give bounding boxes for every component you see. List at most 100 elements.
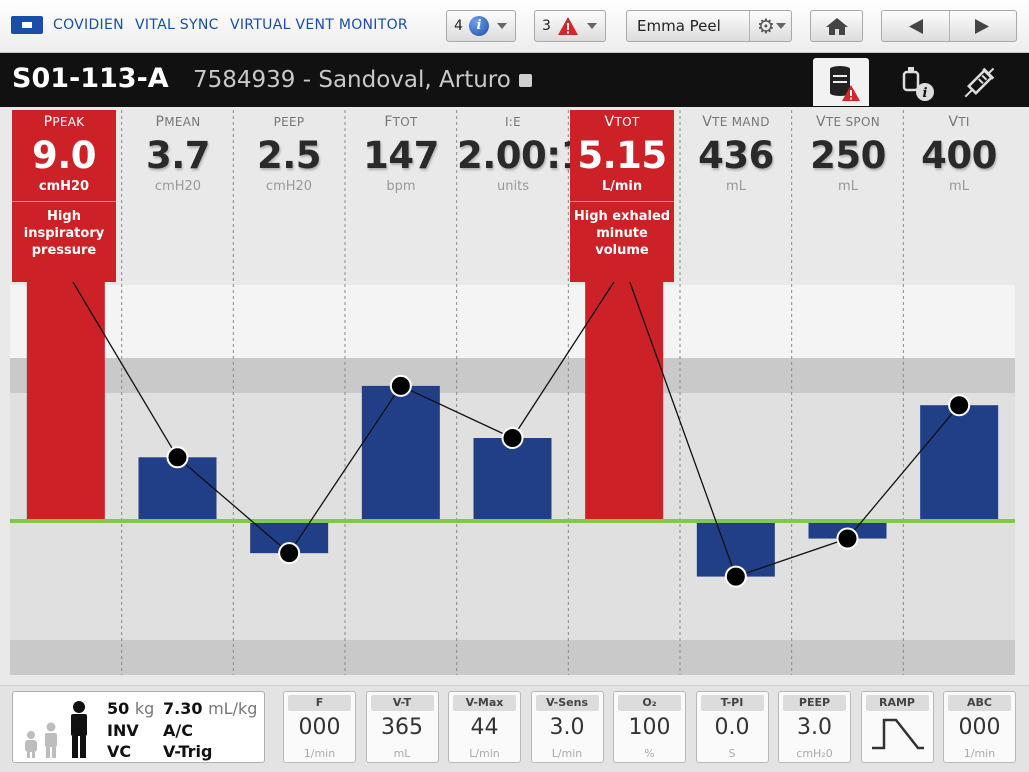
info-notifications-button[interactable]: 4 i — [446, 10, 516, 42]
bar-vtot — [585, 266, 664, 521]
param-ppeak[interactable]: PPEAK 9.0 cmH20 High inspiratory pressure — [12, 110, 116, 282]
patient-name: 7584939 - Sandoval, Arturo — [193, 67, 511, 93]
param-unit: cmH20 — [265, 179, 313, 194]
param-label: PEEP — [273, 115, 305, 129]
covidien-logo-icon — [11, 16, 43, 34]
param-value: 2.00:1 — [457, 134, 586, 177]
param-label: PPEAK — [43, 114, 85, 130]
setting-value: 365 — [381, 715, 423, 740]
param-unit: bpm — [386, 179, 416, 194]
top-bar: COVIDIEN VITAL SYNC VIRTUAL VENT MONITOR… — [0, 0, 1029, 53]
point-i-e — [501, 427, 524, 450]
info-count: 4 — [454, 18, 463, 34]
param-vtot[interactable]: VTOT 5.15 L/min High exhaled minute volume — [570, 110, 674, 282]
param-value: 250 — [810, 134, 886, 177]
user-menu-button[interactable]: Emma Peel ⚙ — [626, 10, 792, 42]
home-button[interactable] — [810, 10, 863, 42]
point-vte-mand — [724, 565, 747, 588]
limit-band-lower — [10, 640, 1015, 675]
chart-upper-area — [10, 285, 1015, 358]
device-info-icon: i — [902, 67, 934, 101]
chevron-down-icon — [776, 23, 786, 29]
setting-label: V-T — [370, 695, 434, 711]
setting-label: PEEP — [783, 695, 846, 711]
ventilator-alarm-tab[interactable] — [813, 58, 869, 106]
setting-value: 3.0 — [549, 715, 585, 740]
info-icon: i — [469, 16, 489, 36]
point-pmean — [166, 446, 189, 469]
setting-label: F — [288, 695, 351, 711]
vt-per-kg-value: 7.30 — [163, 699, 203, 718]
setting-unit: L/min — [551, 747, 583, 760]
medication-tab[interactable] — [950, 58, 1006, 106]
weight-unit: kg — [134, 699, 155, 718]
bed-id: S01-113-A — [12, 63, 169, 94]
svg-text:i: i — [923, 86, 928, 101]
alarm-notifications-button[interactable]: 3 — [534, 10, 606, 42]
param-unit: mL — [838, 179, 858, 194]
param-unit: units — [497, 179, 529, 194]
param-i-e[interactable]: I:E 2.00:1 units — [457, 110, 586, 282]
mode-inv: INV — [107, 721, 139, 740]
param-label: I:E — [504, 115, 522, 129]
gear-icon: ⚙ — [757, 14, 775, 38]
param-vte-spon[interactable]: VTE SPON 250 mL — [792, 110, 904, 282]
param-vti[interactable]: VTI 400 mL — [903, 110, 1015, 282]
patient-type-icon — [25, 701, 87, 758]
alarm-message: High inspiratory pressure — [12, 201, 116, 259]
param-label: FTOT — [384, 114, 418, 130]
setting-value: 100 — [628, 715, 671, 740]
point-vti — [948, 394, 971, 417]
ventilator-icon — [830, 66, 860, 101]
setting-label: ABC — [948, 695, 1011, 711]
mode-ac: A/C — [163, 721, 193, 740]
param-value: 2.5 — [256, 134, 322, 177]
setting-value: 3.0 — [797, 715, 832, 740]
bar-vti — [920, 405, 999, 521]
param-value: 9.0 — [31, 134, 97, 177]
setting-label: V-Sens — [535, 695, 599, 711]
setting-unit: % — [644, 747, 655, 760]
param-pmean[interactable]: PMEAN 3.7 cmH20 — [122, 110, 234, 282]
bar-ftot — [361, 385, 440, 521]
setting-unit: 1/min — [303, 747, 336, 760]
chevron-down-icon — [587, 23, 597, 29]
setting-abc[interactable]: ABC 000 1/min — [943, 691, 1016, 763]
param-label: VTI — [948, 114, 970, 130]
point-ftot — [389, 374, 412, 397]
forward-icon[interactable] — [974, 18, 990, 35]
param-label: PMEAN — [155, 114, 201, 130]
mode-vc: VC — [107, 742, 132, 761]
back-icon[interactable] — [908, 18, 924, 35]
setting-f[interactable]: F 000 1/min — [283, 691, 356, 763]
setting-v-t[interactable]: V-T 365 mL — [365, 691, 439, 763]
param-vte-mand[interactable]: VTE MAND 436 mL — [680, 110, 792, 282]
patient-settings-box[interactable]: 50 kg 7.30 mL/kg INV A/C VC V-Trig — [12, 691, 265, 763]
setting-unit: mL — [393, 747, 411, 760]
bar-i-e — [473, 438, 552, 521]
weight-value: 50 — [107, 699, 130, 718]
setting-v-max[interactable]: V-Max 44 L/min — [448, 691, 521, 763]
param-unit: mL — [726, 179, 746, 194]
navigation-button-group — [881, 10, 1017, 42]
param-value: 147 — [363, 134, 439, 177]
param-unit: cmH20 — [154, 179, 202, 194]
setting-peep[interactable]: PEEP 3.0 cmH₂0 — [778, 691, 851, 763]
brand-covidien: COVIDIEN — [53, 17, 124, 33]
brand-vital-sync: VITAL SYNC — [135, 17, 219, 33]
patient-bar: S01-113-A 7584939 - Sandoval, Arturo i — [0, 53, 1029, 107]
device-info-tab[interactable]: i — [890, 58, 946, 106]
warning-icon — [558, 17, 578, 35]
vt-per-kg-unit: mL/kg — [208, 699, 258, 718]
setting-unit: 1/min — [963, 747, 996, 760]
chevron-down-icon — [497, 23, 507, 29]
point-peep — [278, 542, 301, 565]
setting-t-pi[interactable]: T-PI 0.0 S — [695, 691, 769, 763]
edit-icon[interactable] — [519, 74, 532, 87]
settings-bar: 50 kg 7.30 mL/kg INV A/C VC V-Trig F 000 1… — [0, 685, 1029, 772]
param-ftot[interactable]: FTOT 147 bpm — [345, 110, 457, 282]
setting-ramp[interactable]: RAMP — [860, 691, 934, 763]
setting-v-sens[interactable]: V-Sens 3.0 L/min — [530, 691, 604, 763]
param-peep[interactable]: PEEP 2.5 cmH20 — [233, 110, 345, 282]
setting-o-[interactable]: O₂ 100% — [613, 691, 686, 763]
